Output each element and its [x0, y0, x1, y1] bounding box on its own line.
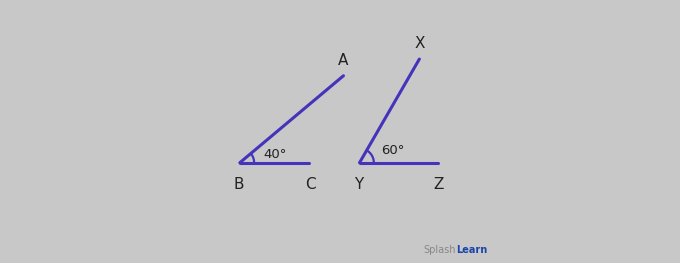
Text: B: B	[233, 177, 243, 192]
Text: Learn: Learn	[456, 245, 487, 255]
Text: Y: Y	[354, 177, 363, 192]
Text: Splash: Splash	[423, 245, 456, 255]
Text: X: X	[414, 36, 424, 51]
Text: 40°: 40°	[263, 148, 286, 161]
Text: 60°: 60°	[381, 144, 405, 157]
Text: A: A	[338, 53, 349, 68]
Text: C: C	[305, 177, 316, 192]
Text: Z: Z	[434, 177, 444, 192]
